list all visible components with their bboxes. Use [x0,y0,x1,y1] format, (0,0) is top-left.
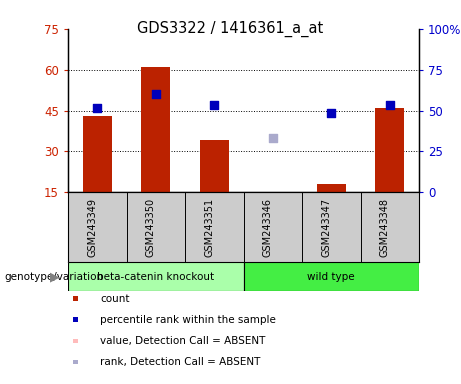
Text: rank, Detection Call = ABSENT: rank, Detection Call = ABSENT [100,357,260,367]
Bar [83,116,112,192]
Bar [317,184,346,192]
Text: beta-catenin knockout: beta-catenin knockout [97,271,214,281]
Text: GSM243348: GSM243348 [380,198,390,257]
Bar [200,141,229,192]
Text: GSM243349: GSM243349 [87,198,97,257]
Point [328,110,335,116]
Point [152,91,160,97]
Point [94,105,101,111]
Text: percentile rank within the sample: percentile rank within the sample [100,315,276,325]
Text: GSM243346: GSM243346 [263,198,273,257]
Bar [258,192,287,194]
Text: wild type: wild type [307,271,355,281]
Text: GSM243350: GSM243350 [146,198,156,257]
Text: ▶: ▶ [50,270,59,283]
Point [269,135,277,141]
Text: count: count [100,294,130,304]
Text: value, Detection Call = ABSENT: value, Detection Call = ABSENT [100,336,266,346]
Text: GSM243347: GSM243347 [321,198,331,257]
Text: genotype/variation: genotype/variation [5,271,104,281]
Bar [141,67,171,192]
Point [211,102,218,108]
Text: GDS3322 / 1416361_a_at: GDS3322 / 1416361_a_at [137,21,324,37]
Text: GSM243351: GSM243351 [204,198,214,257]
Point [386,102,393,108]
Bar [375,108,404,192]
Bar [68,262,243,291]
Bar [243,262,419,291]
